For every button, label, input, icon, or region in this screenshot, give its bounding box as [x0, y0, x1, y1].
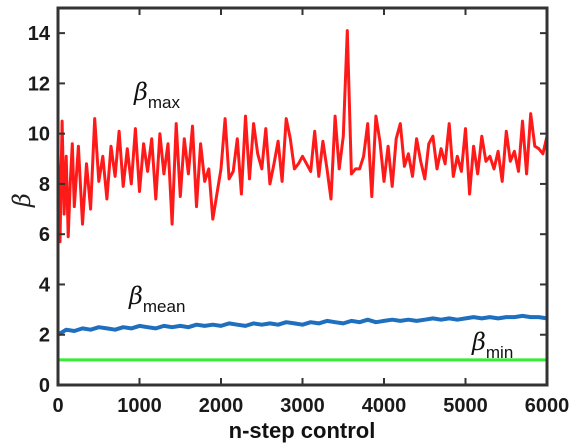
- series-beta-max-line: [56, 29, 549, 244]
- plot-lines: [56, 29, 549, 362]
- x-tick-label: 3000: [280, 395, 325, 417]
- x-tick-label: 0: [52, 395, 63, 417]
- annotation-beta-min-symbol: β: [471, 328, 486, 356]
- ticks: [57, 8, 548, 386]
- annotation-beta-max: βmax: [133, 78, 180, 112]
- annotation-beta-max-symbol: β: [133, 78, 148, 106]
- annotation-beta-mean-sub: mean: [143, 297, 186, 316]
- y-tick-label: 8: [39, 174, 50, 196]
- x-axis-label: n-step control: [229, 418, 376, 443]
- y-tick-label: 12: [28, 73, 50, 95]
- y-tick-label: 4: [39, 274, 51, 296]
- y-tick-label: 6: [39, 224, 50, 246]
- y-tick-label: 10: [28, 124, 50, 146]
- x-tick-label: 4000: [362, 395, 407, 417]
- annotation-beta-mean: βmean: [128, 282, 185, 316]
- tick-labels: 0 1000 2000 3000 4000 5000 6000 0 2 4 6 8 10 12 14: [28, 23, 570, 417]
- annotation-beta-min: βmin: [471, 328, 513, 362]
- y-tick-label: 0: [39, 375, 50, 397]
- y-tick-label: 2: [39, 325, 50, 347]
- y-tick-label: 14: [28, 23, 51, 45]
- y-axis-label: β: [8, 193, 36, 208]
- annotation-beta-min-sub: min: [486, 343, 513, 362]
- annotation-beta-max-sub: max: [148, 93, 181, 112]
- x-tick-label: 5000: [443, 395, 488, 417]
- x-tick-label: 6000: [525, 395, 570, 417]
- annotation-beta-mean-symbol: β: [128, 282, 143, 310]
- x-tick-label: 1000: [117, 395, 162, 417]
- x-tick-label: 2000: [199, 395, 244, 417]
- series-beta-mean-line: [56, 313, 548, 337]
